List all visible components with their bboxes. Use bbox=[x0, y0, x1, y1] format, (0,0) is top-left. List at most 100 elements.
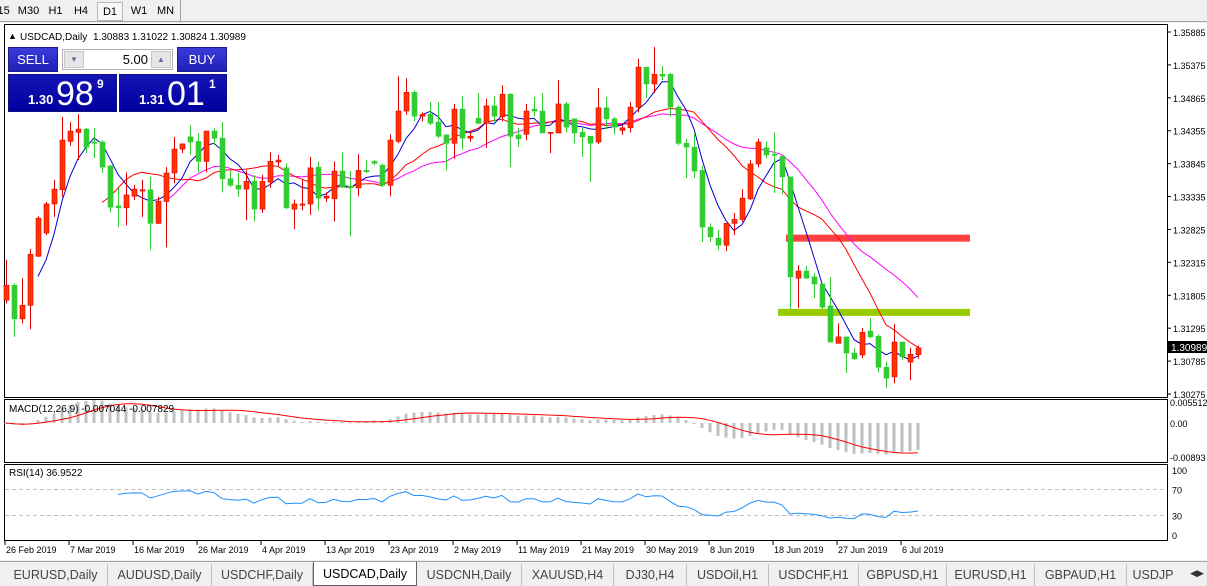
macd-histogram-bar bbox=[668, 415, 672, 423]
macd-histogram-bar bbox=[476, 414, 480, 423]
tab-eurusd-h1[interactable]: EURUSD,H1 bbox=[947, 564, 1035, 586]
chart-window[interactable]: 0.005512 0.00 -0.00893 100 70 30 0 1.35885 1.3… bbox=[0, 23, 1207, 560]
candlestick bbox=[43, 202, 50, 235]
candle-body bbox=[507, 93, 514, 137]
date-axis-label: 26 Mar 2019 bbox=[198, 545, 249, 555]
candle-body bbox=[211, 130, 218, 139]
buy-button[interactable]: BUY bbox=[177, 47, 227, 72]
buy-price-box[interactable]: 1.31 01 1 bbox=[119, 74, 227, 112]
collapse-triangle-icon[interactable]: ▲ bbox=[8, 31, 17, 41]
price-axis-label: 1.30785 bbox=[1173, 357, 1206, 367]
macd-histogram-bar bbox=[332, 421, 336, 423]
macd-histogram-bar bbox=[28, 422, 32, 424]
toolbar-divider bbox=[180, 0, 181, 22]
tab-usdoil-h1[interactable]: USDOil,H1 bbox=[687, 564, 769, 586]
candlestick bbox=[387, 134, 394, 197]
date-axis-label: 8 Jun 2019 bbox=[710, 545, 755, 555]
candlestick bbox=[843, 336, 850, 374]
chart-ohlc-readout: 1.30883 1.31022 1.30824 1.30989 bbox=[93, 32, 246, 43]
lot-increase-button[interactable]: ▲ bbox=[151, 51, 171, 68]
date-axis-label: 2 May 2019 bbox=[454, 545, 501, 555]
macd-histogram-bar bbox=[36, 419, 40, 423]
tab-usdcnh-daily[interactable]: USDCNH,Daily bbox=[417, 564, 522, 586]
chevron-left-icon: ◀ bbox=[1190, 568, 1197, 578]
macd-histogram-bar bbox=[468, 414, 472, 423]
candlestick bbox=[27, 249, 34, 330]
timeframe-w1[interactable]: W1 bbox=[130, 5, 148, 17]
candle-body bbox=[563, 103, 570, 128]
candle-body bbox=[627, 106, 634, 129]
candle-body bbox=[395, 110, 402, 142]
candle-body bbox=[659, 73, 666, 77]
macd-histogram-bar bbox=[780, 422, 784, 430]
candlestick bbox=[259, 174, 266, 213]
candlestick bbox=[227, 170, 234, 188]
tab-usdcad-daily[interactable]: USDCAD,Daily bbox=[313, 562, 417, 586]
timeframe-mn[interactable]: MN bbox=[156, 5, 175, 17]
buy-price-big: 01 bbox=[167, 75, 205, 113]
tab-eurusd-daily[interactable]: EURUSD,Daily bbox=[4, 564, 108, 586]
timeframe-d1[interactable]: D1 bbox=[97, 2, 123, 21]
candle-body bbox=[811, 276, 818, 285]
sell-price-box[interactable]: 1.30 98 9 bbox=[8, 74, 117, 112]
candlestick bbox=[139, 180, 146, 217]
tab-gbpusd-h1[interactable]: GBPUSD,H1 bbox=[859, 564, 947, 586]
candlestick bbox=[763, 141, 770, 159]
macd-axis-label: -0.00893 bbox=[1170, 453, 1206, 463]
candlestick bbox=[523, 103, 530, 141]
date-axis-label: 7 Mar 2019 bbox=[70, 545, 116, 555]
tab-usdjpy[interactable]: USDJP bbox=[1132, 568, 1174, 582]
macd-histogram-bar bbox=[324, 422, 328, 424]
sell-price-prefix: 1.30 bbox=[28, 92, 54, 107]
macd-histogram-bar bbox=[60, 409, 64, 423]
macd-histogram-bar bbox=[580, 419, 584, 423]
timeframe-h4[interactable]: H4 bbox=[73, 5, 89, 17]
candle-body bbox=[891, 341, 898, 378]
macd-histogram-bar bbox=[524, 415, 528, 423]
tab-gbpaud-h1[interactable]: GBPAUD,H1 bbox=[1035, 564, 1127, 586]
candlestick bbox=[427, 102, 434, 126]
macd-histogram-bar bbox=[500, 412, 504, 423]
tab-usdchf-h1[interactable]: USDCHF,H1 bbox=[769, 564, 859, 586]
candlestick bbox=[459, 96, 466, 150]
candle-body bbox=[883, 366, 890, 379]
candle-body bbox=[83, 128, 90, 148]
candlestick bbox=[211, 127, 218, 146]
macd-histogram-bar bbox=[52, 413, 56, 423]
tab-audusd-daily[interactable]: AUDUSD,Daily bbox=[108, 564, 212, 586]
macd-histogram-bar bbox=[172, 411, 176, 423]
lot-decrease-button[interactable]: ▼ bbox=[64, 51, 84, 68]
candle-body bbox=[771, 153, 778, 156]
candlestick bbox=[355, 154, 362, 197]
candle-body bbox=[915, 347, 922, 356]
candle-body bbox=[683, 143, 690, 148]
timeframe-m15[interactable]: M15 bbox=[0, 5, 10, 17]
candle-body bbox=[51, 188, 58, 205]
candlestick bbox=[587, 135, 594, 183]
candle-body bbox=[475, 117, 482, 124]
macd-histogram-bar bbox=[316, 422, 320, 424]
timeframe-h1[interactable]: H1 bbox=[48, 5, 63, 17]
date-axis-label: 23 Apr 2019 bbox=[390, 545, 439, 555]
macd-histogram-bar bbox=[868, 422, 872, 454]
macd-histogram-bar bbox=[436, 412, 440, 423]
sell-button[interactable]: SELL bbox=[8, 47, 58, 72]
tab-scroll-buttons[interactable]: ◀▶ bbox=[1190, 565, 1204, 581]
macd-histogram-bar bbox=[188, 409, 192, 423]
candle-body bbox=[747, 163, 754, 200]
macd-histogram-bar bbox=[532, 415, 536, 423]
timeframe-m30[interactable]: M30 bbox=[17, 5, 40, 17]
tab-usdchf-daily[interactable]: USDCHF,Daily bbox=[212, 564, 313, 586]
candlestick bbox=[219, 122, 226, 193]
lot-size-stepper[interactable]: ▼ 5.00 ▲ bbox=[62, 49, 173, 70]
macd-histogram-bar bbox=[812, 422, 816, 443]
resistance-level-line bbox=[786, 234, 970, 242]
tab-xauusd-h4[interactable]: XAUUSD,H4 bbox=[522, 564, 614, 586]
tab-dj30-h4[interactable]: DJ30,H4 bbox=[614, 564, 687, 586]
candle-body bbox=[139, 189, 146, 192]
support-level-line bbox=[778, 308, 970, 316]
candle-body bbox=[243, 181, 250, 190]
candlestick bbox=[915, 345, 922, 359]
candlestick bbox=[419, 112, 426, 122]
lot-size-input[interactable]: 5.00 bbox=[122, 52, 148, 67]
